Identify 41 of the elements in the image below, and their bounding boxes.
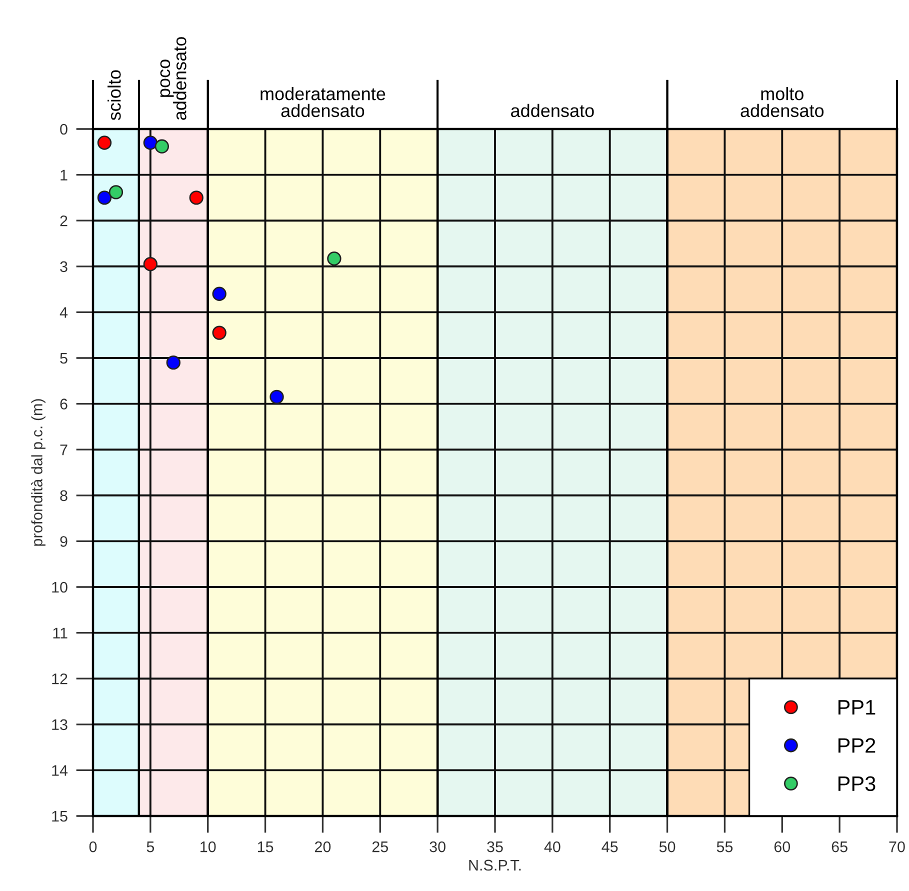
y-tick-label: 5 — [60, 353, 68, 364]
legend-label: PP3 — [838, 776, 876, 792]
x-tick-label: 15 — [258, 842, 274, 852]
legend-label: PP2 — [838, 738, 876, 753]
x-tick-label: 55 — [716, 842, 733, 852]
x-tick-label: 50 — [659, 841, 676, 852]
y-tick-label: 14 — [52, 765, 68, 776]
x-tick-label: 60 — [774, 841, 790, 852]
x-tick-label: 70 — [889, 841, 905, 852]
legend-label: PP1 — [838, 700, 876, 715]
y-tick-label: 15 — [52, 811, 68, 822]
band-label: addensato — [511, 104, 594, 118]
band-label: molto addensato — [740, 87, 824, 118]
band-label: poco addensato — [160, 37, 186, 120]
y-tick-label: 13 — [52, 719, 68, 730]
x-axis-title: N.S.P.T. — [469, 860, 521, 871]
y-tick-label: 2 — [60, 215, 68, 226]
y-tick-label: 1 — [60, 170, 68, 180]
y-tick-label: 9 — [60, 536, 68, 547]
x-tick-label: 25 — [372, 841, 388, 852]
x-tick-label: 40 — [544, 841, 560, 852]
y-tick-label: 0 — [60, 124, 68, 135]
band-label: sciolto — [108, 70, 121, 120]
x-tick-label: 10 — [200, 841, 216, 852]
x-tick-label: 65 — [832, 841, 848, 852]
y-tick-label: 6 — [60, 398, 68, 410]
x-tick-label: 5 — [146, 842, 154, 852]
y-tick-label: 10 — [52, 582, 68, 593]
band-label: moderatamente addensato — [260, 87, 386, 118]
x-tick-label: 0 — [89, 841, 97, 852]
x-tick-label: 20 — [314, 841, 331, 852]
y-tick-label: 7 — [60, 444, 68, 456]
x-tick-label: 45 — [602, 842, 618, 852]
x-tick-label: 35 — [487, 841, 503, 852]
y-tick-label: 8 — [60, 490, 68, 502]
y-tick-label: 4 — [60, 307, 68, 318]
x-tick-label: 30 — [430, 841, 446, 852]
y-tick-label: 12 — [52, 673, 68, 684]
y-axis-title: profondità dal p.c. (m) — [31, 399, 46, 546]
y-tick-label: 3 — [60, 261, 68, 272]
y-tick-label: 11 — [53, 628, 68, 638]
